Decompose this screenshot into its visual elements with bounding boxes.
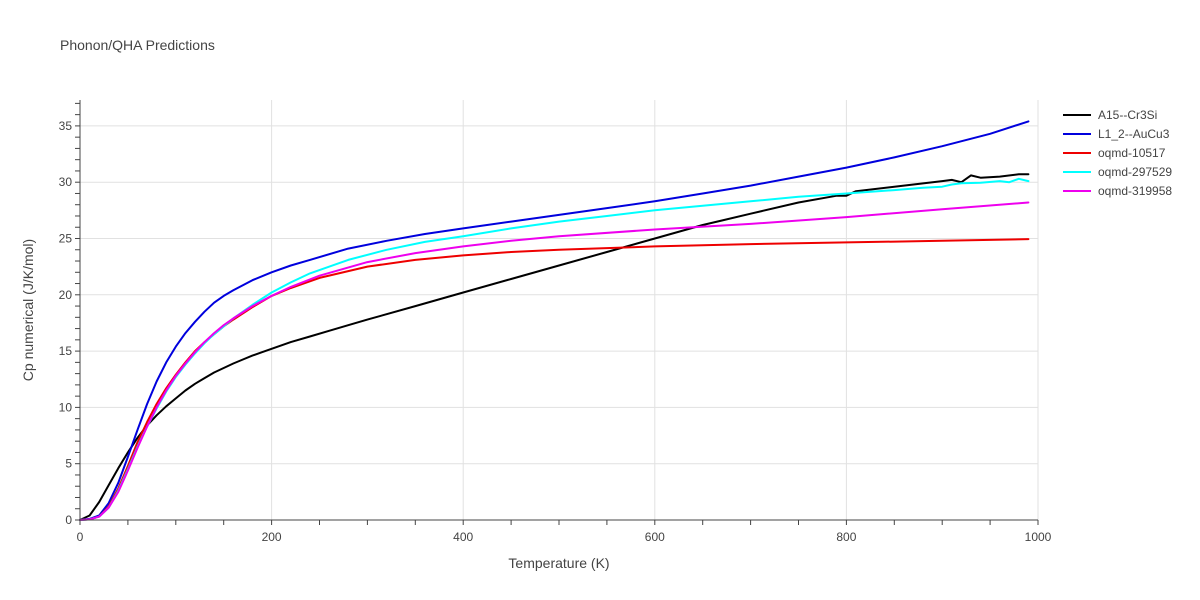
legend-label: oqmd-10517 xyxy=(1098,146,1166,160)
legend-item[interactable]: L1_2--AuCu3 xyxy=(1063,127,1170,141)
x-tick-label: 0 xyxy=(77,530,84,544)
legend-item[interactable]: A15--Cr3Si xyxy=(1063,108,1157,122)
legend-label: A15--Cr3Si xyxy=(1098,108,1157,122)
y-axis-title: Cp numerical (J/K/mol) xyxy=(20,239,36,381)
legend-item[interactable]: oqmd-10517 xyxy=(1063,146,1166,160)
series-line-oqmd-319958 xyxy=(79,201,1030,521)
x-tick-label: 1000 xyxy=(1025,530,1052,544)
y-tick-label: 20 xyxy=(59,288,73,302)
legend-item[interactable]: oqmd-297529 xyxy=(1063,165,1172,179)
legend-label: L1_2--AuCu3 xyxy=(1098,127,1170,141)
y-tick-label: 25 xyxy=(59,231,73,245)
x-tick-label: 400 xyxy=(453,530,473,544)
chart-title: Phonon/QHA Predictions xyxy=(60,37,215,53)
series-lines xyxy=(79,120,1030,521)
y-tick-label: 15 xyxy=(59,344,73,358)
x-tick-label: 200 xyxy=(262,530,282,544)
y-tick-label: 10 xyxy=(59,400,73,414)
y-tick-label: 5 xyxy=(65,457,72,471)
axes: 0 200 400 600 800 1000 0 5 10 15 20 25 30 35 xyxy=(59,100,1052,544)
series-line-A15--Cr3Si xyxy=(79,173,1030,521)
legend-label: oqmd-297529 xyxy=(1098,165,1172,179)
legend-item[interactable]: oqmd-319958 xyxy=(1063,184,1172,198)
y-tick-label: 35 xyxy=(59,119,73,133)
x-axis-title: Temperature (K) xyxy=(508,555,609,571)
x-tick-label: 600 xyxy=(645,530,665,544)
y-tick-label: 30 xyxy=(59,175,73,189)
x-tick-label: 800 xyxy=(836,530,856,544)
gridlines xyxy=(80,100,1039,520)
legend-label: oqmd-319958 xyxy=(1098,184,1172,198)
series-line-L1_2--AuCu3 xyxy=(79,120,1030,521)
legend[interactable]: A15--Cr3Si L1_2--AuCu3 oqmd-10517 oqmd-2975… xyxy=(1063,108,1172,198)
y-tick-label: 0 xyxy=(65,513,72,527)
